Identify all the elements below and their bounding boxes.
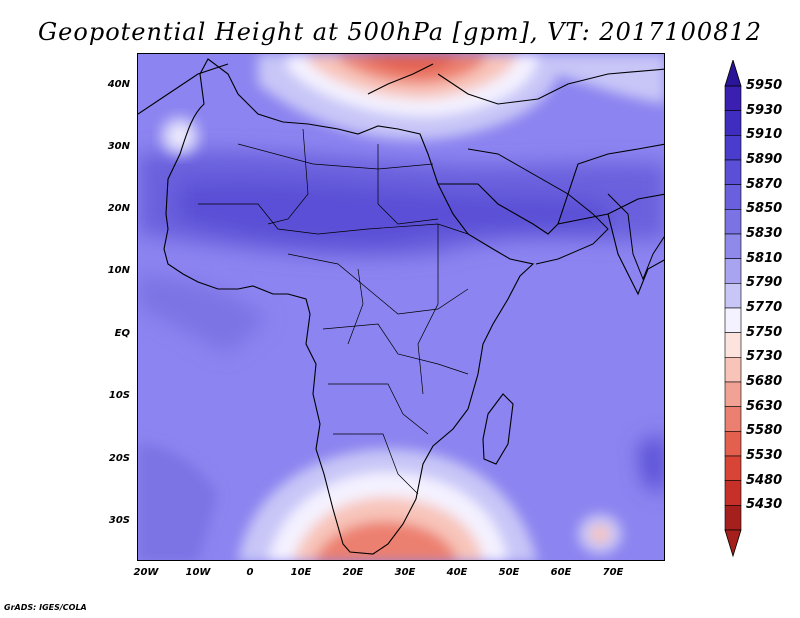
- colorbar-level-label: 5770: [746, 300, 783, 315]
- colorbar-cells: [724, 85, 742, 531]
- colorbar-cell: [724, 184, 742, 210]
- colorbar-level-label: 5950: [746, 78, 783, 93]
- colorbar-level-label: 5680: [746, 374, 783, 389]
- lon-label-20e: 20E: [342, 567, 364, 578]
- lon-label-0: 0: [246, 567, 254, 578]
- lon-label-40e: 40E: [446, 567, 468, 578]
- geopotential-field: [138, 54, 664, 560]
- colorbar-cell: [724, 85, 742, 111]
- colorbar-cell: [724, 406, 742, 432]
- colorbar-level-label: 5580: [746, 423, 783, 439]
- colorbar-cell: [724, 480, 742, 506]
- colorbar-level-label: 5890: [746, 152, 783, 167]
- colorbar-level-label: 5810: [746, 250, 783, 266]
- grads-credit: GrADS: IGES/COLA: [4, 603, 87, 612]
- colorbar-level-label: 5850: [746, 201, 783, 217]
- colorbar-top-arrow: [724, 60, 742, 87]
- lon-label-70e: 70E: [602, 567, 624, 578]
- lon-label-50e: 50E: [498, 567, 520, 578]
- asia-coastline: [467, 148, 664, 281]
- colorbar-level-label: 5630: [746, 398, 783, 414]
- colorbar-cell: [724, 431, 742, 457]
- colorbar-cell: [724, 283, 742, 309]
- lat-label-40n: 40N: [107, 79, 130, 90]
- lat-label-10n: 10N: [107, 265, 130, 276]
- northern-trough: [258, 54, 664, 140]
- colorbar-cell: [724, 455, 742, 481]
- lat-label-20s: 20S: [108, 453, 130, 464]
- colorbar-level-label: 5910: [746, 127, 783, 143]
- country-borders: [198, 128, 469, 495]
- colorbar: [724, 60, 742, 558]
- coastlines: [138, 58, 664, 555]
- colorbar-cell: [724, 135, 742, 161]
- colorbar-cell: [724, 505, 742, 531]
- lon-label-30e: 30E: [394, 567, 416, 578]
- lon-label-10e: 10E: [290, 567, 312, 578]
- lat-label-eq: EQ: [114, 328, 130, 339]
- colorbar-bottom-arrow: [724, 529, 742, 558]
- lon-label-60e: 60E: [550, 567, 572, 578]
- colorbar-cell: [724, 381, 742, 407]
- subtropical-high-band: [138, 150, 664, 494]
- colorbar-cell: [724, 209, 742, 235]
- lat-label-30s: 30S: [108, 515, 130, 526]
- lat-label-10s: 10S: [108, 390, 130, 401]
- colorbar-level-label: 5930: [746, 102, 783, 118]
- lat-label-20n: 20N: [107, 203, 130, 214]
- colorbar-cell: [724, 307, 742, 333]
- lon-label-10w: 10W: [185, 567, 211, 578]
- colorbar-cell: [724, 357, 742, 383]
- colorbar-cell: [724, 233, 742, 259]
- colorbar-level-label: 5870: [746, 176, 783, 192]
- colorbar-level-label: 5830: [746, 226, 783, 241]
- madagascar-outline: [482, 393, 514, 465]
- colorbar-cell: [724, 258, 742, 284]
- atlantic-cell: [160, 116, 200, 156]
- colorbar-level-label: 5730: [746, 349, 783, 365]
- colorbar-level-label: 5750: [746, 324, 783, 340]
- colorbar-cell: [724, 332, 742, 358]
- colorbar-cell: [724, 110, 742, 136]
- map-plot-area: [137, 53, 665, 561]
- colorbar-level-label: 5790: [746, 275, 783, 291]
- lat-label-30n: 30N: [107, 141, 130, 152]
- colorbar-level-label: 5480: [746, 472, 783, 488]
- lon-label-20w: 20W: [133, 567, 159, 578]
- colorbar-level-label: 5430: [746, 497, 783, 513]
- southern-trough: [138, 444, 622, 560]
- colorbar-level-label: 5530: [746, 448, 783, 463]
- map-title: Geopotential Height at 500hPa [gpm], VT:…: [38, 18, 762, 46]
- colorbar-cell: [724, 159, 742, 185]
